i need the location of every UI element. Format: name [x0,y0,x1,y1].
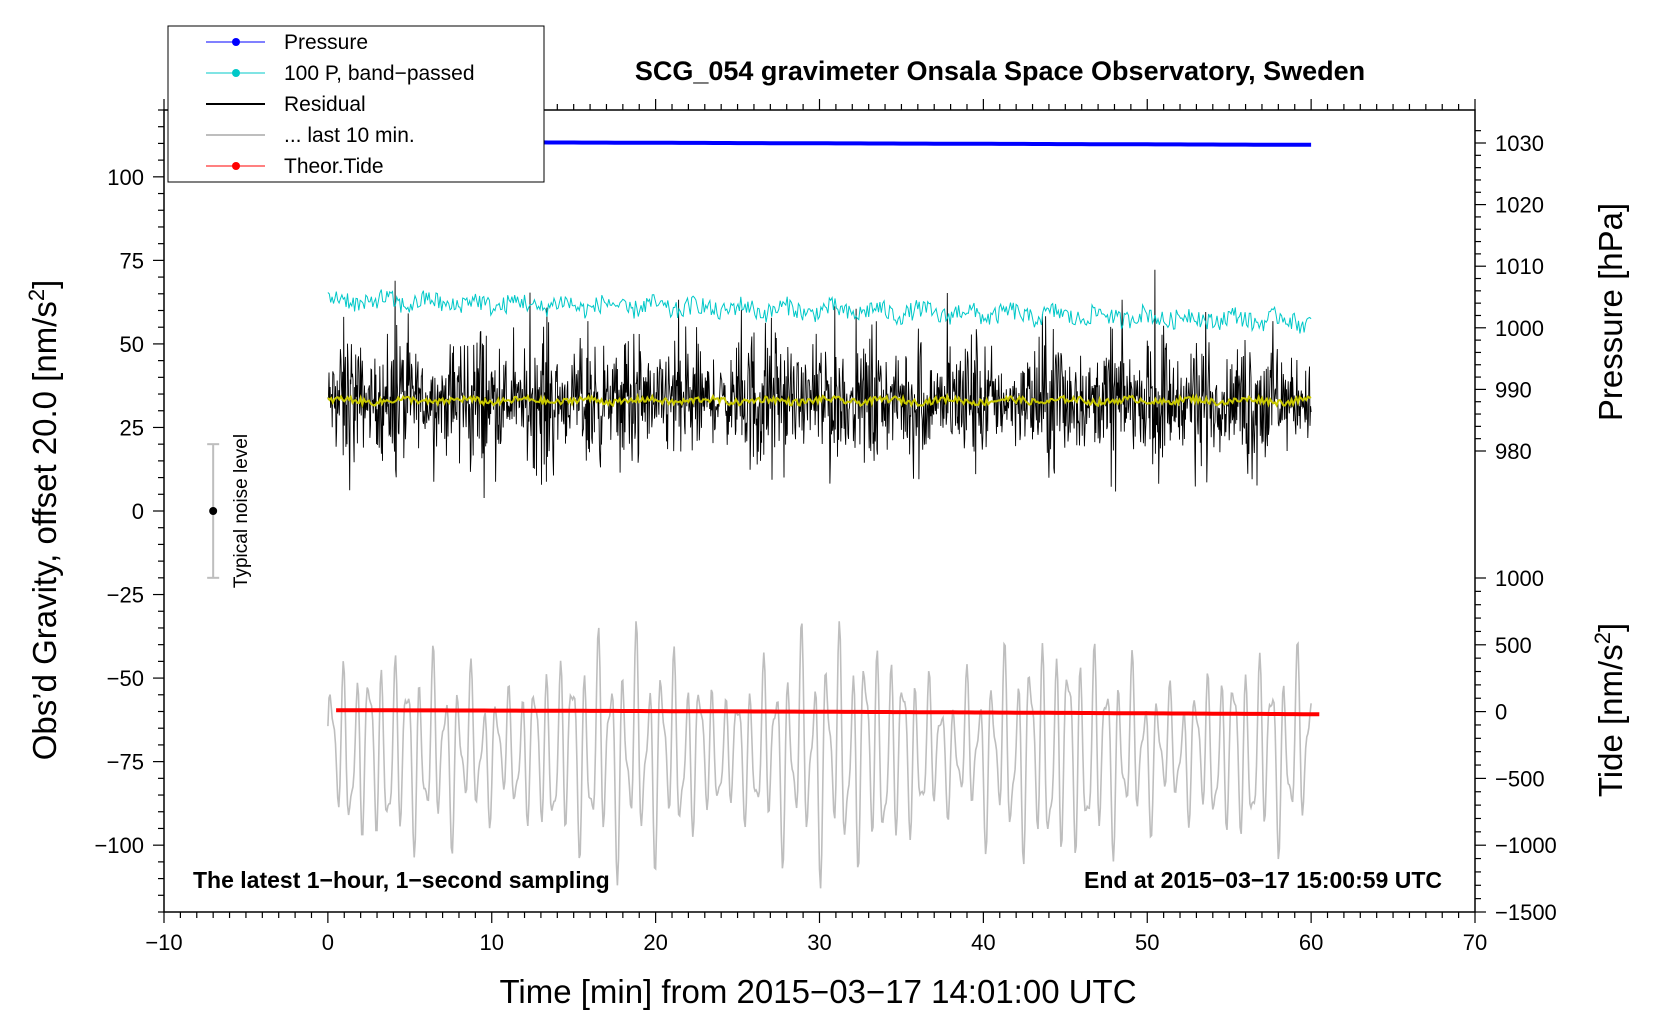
annotation-latest-hour: The latest 1−hour, 1−second sampling [193,867,610,893]
noise-bar-center-dot [209,507,218,515]
legend-label: 100 P, band−passed [284,62,475,85]
y-tick-label: 50 [120,332,144,357]
x-axis: −10 0 10 20 30 40 50 60 70 [145,99,1487,955]
x-tick-label: 30 [807,930,831,955]
y-axis-title-tide: Tide [nm/s2] [1590,623,1630,797]
x-tick-label: 20 [643,930,667,955]
tide-tick-label: −500 [1495,766,1545,791]
legend-swatch-marker [232,69,240,77]
noise-level-bar [207,443,220,579]
legend-item: ... last 10 min. [206,124,415,147]
legend-item: 100 P, band−passed [206,62,475,85]
annotation-end-time: End at 2015−03−17 15:00:59 UTC [1084,867,1442,893]
pressure-tick-label: 990 [1495,377,1532,402]
legend-label: Residual [284,93,366,116]
legend-label: ... last 10 min. [284,124,415,147]
y-tick-label: 75 [120,248,144,273]
legend-swatch-marker [232,38,240,46]
pressure-tick-label: 1000 [1495,316,1544,341]
x-tick-label: 70 [1463,930,1487,955]
y-axis-left: 100 75 50 25 0 −25 −50 −75 −100 [94,109,164,913]
series-smoothed-residual [327,392,1312,409]
pressure-tick-label: 1020 [1495,193,1544,218]
pressure-tick-label: 980 [1495,439,1532,464]
y-tick-label: 100 [107,165,144,190]
series-layer [327,139,1320,889]
x-tick-label: 60 [1299,930,1323,955]
y-axis-pressure: 1030 1020 1010 1000 990 980 [1475,130,1544,464]
noise-level-label: Typical noise level [231,434,252,588]
legend: Pressure 100 P, band−passed Residual ... la… [167,25,545,183]
legend-item: Residual [206,93,366,116]
x-tick-label: 50 [1135,930,1159,955]
series-last-10-min [327,621,1312,889]
y-tick-label: −25 [107,583,144,608]
legend-item: Pressure [206,31,368,54]
y-tick-label: −50 [107,666,144,691]
y-tick-label: −75 [107,750,144,775]
legend-swatch-marker [232,162,240,170]
tide-tick-label: 0 [1495,700,1507,725]
y-axis-title-pressure: Pressure [hPa] [1592,203,1629,421]
x-tick-label: −10 [145,930,182,955]
tide-tick-label: 500 [1495,633,1532,658]
y-axis-tide: 1000 500 0 −500 −1000 −1500 [1475,566,1557,925]
x-tick-label: 10 [480,930,504,955]
x-tick-label: 40 [971,930,995,955]
x-axis-title: Time [min] from 2015−03−17 14:01:00 UTC [499,973,1136,1010]
pressure-tick-label: 1010 [1495,254,1544,279]
tide-tick-label: −1500 [1495,900,1557,925]
y-tick-label: 0 [132,499,144,524]
legend-item: Theor.Tide [206,155,384,178]
series-residual [327,269,1312,499]
series-theoretical-tide [336,708,1320,717]
y-tick-label: 25 [120,415,144,440]
legend-label: Theor.Tide [284,155,384,178]
pressure-tick-label: 1030 [1495,131,1544,156]
tide-tick-label: −1000 [1495,833,1557,858]
series-band-passed-pressure [327,289,1312,334]
x-tick-label: 0 [322,930,334,955]
chart-title: SCG_054 gravimeter Onsala Space Observat… [635,56,1365,86]
legend-label: Pressure [284,31,368,54]
y-axis-title-left: Obs’d Gravity, offset 20.0 [nm/s2] [24,280,64,761]
y-tick-label: −100 [94,833,144,858]
tide-tick-label: 1000 [1495,566,1544,591]
